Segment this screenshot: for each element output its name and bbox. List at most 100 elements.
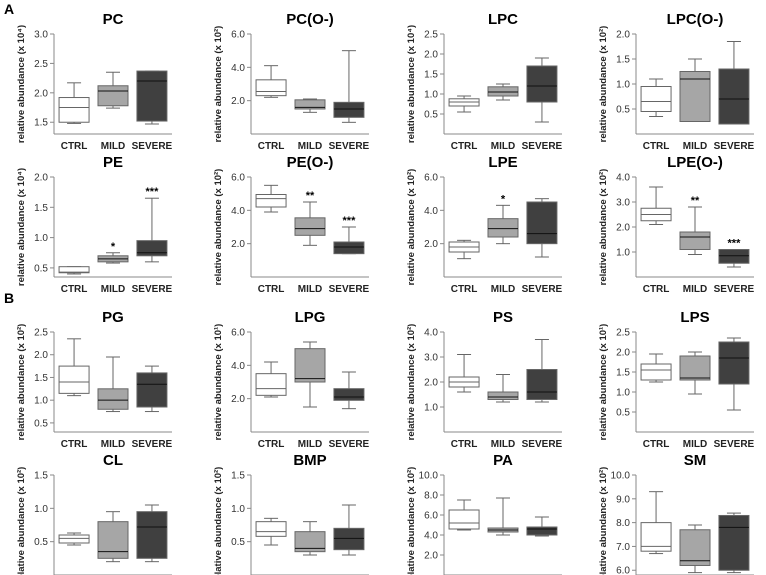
box-ctrl: CTRL bbox=[255, 184, 287, 295]
chart-title: PS bbox=[493, 309, 513, 326]
section-label-a: A bbox=[4, 1, 15, 17]
y-axis-label: relative abundance (x 10¹) bbox=[598, 324, 609, 441]
y-tick-label: 1.0 bbox=[616, 80, 630, 91]
y-tick-label: 1.0 bbox=[231, 504, 245, 515]
y-axis-label: relative abundance (x 10²) bbox=[598, 467, 609, 575]
y-tick-label: 1.0 bbox=[34, 233, 48, 244]
iqr-box bbox=[58, 266, 90, 274]
significance-marker: *** bbox=[728, 238, 742, 250]
y-tick-label: 6.0 bbox=[231, 173, 245, 184]
chart-panel-lpe: LPE 2.0 4.0 6.0 relative abundance (x 10²) CT… bbox=[406, 154, 563, 295]
y-axis-label: relative abundance (x 10²) bbox=[406, 467, 417, 575]
y-tick-label: 6.0 bbox=[424, 173, 438, 184]
chart-panel-pe-o-: PE(O-) 2.0 4.0 6.0 relative abundance (x 10²… bbox=[213, 154, 370, 295]
iqr-box bbox=[487, 391, 519, 400]
iqr-box bbox=[97, 85, 129, 107]
x-tick-label: MILD bbox=[491, 141, 515, 152]
box-mild: MILD bbox=[97, 71, 129, 152]
y-tick-label: 0.5 bbox=[424, 110, 438, 121]
y-tick-label: 4.0 bbox=[424, 531, 438, 542]
box-ctrl: CTRL bbox=[58, 338, 90, 450]
y-tick-label: 4.0 bbox=[231, 361, 245, 372]
chart-title: PE(O-) bbox=[287, 154, 334, 171]
y-tick-label: 4.0 bbox=[231, 206, 245, 217]
y-tick-label: 1.5 bbox=[34, 471, 48, 482]
x-tick-label: MILD bbox=[298, 141, 322, 152]
box-severe: SEVERE bbox=[714, 337, 755, 450]
iqr-box bbox=[333, 388, 365, 401]
y-tick-label: 3.0 bbox=[616, 198, 630, 209]
box-severe: SEVERE bbox=[718, 512, 750, 574]
chart-panel-lpc: LPC 0.5 1.0 1.5 2.0 2.5 relative abundance (x … bbox=[406, 11, 563, 152]
iqr-box bbox=[136, 70, 168, 122]
iqr-box bbox=[136, 240, 168, 257]
y-axis-label: relative abundance (x 10²) bbox=[16, 324, 27, 441]
iqr-box bbox=[640, 363, 672, 381]
y-tick-label: 2.0 bbox=[424, 378, 438, 389]
chart-panel-pg: PG 0.5 1.0 1.5 2.0 2.5 relative abundance (x 1… bbox=[16, 309, 173, 450]
y-tick-label: 4.0 bbox=[424, 328, 438, 339]
y-tick-label: 6.0 bbox=[231, 328, 245, 339]
y-tick-label: 2.0 bbox=[231, 394, 245, 405]
significance-marker: ** bbox=[306, 190, 315, 202]
box-severe: SEVERE bbox=[522, 57, 563, 152]
chart-panel-lps: LPS 0.5 1.0 1.5 2.0 2.5 relative abundance (x … bbox=[598, 309, 755, 450]
y-tick-label: 2.0 bbox=[231, 96, 245, 107]
box-mild: MILD bbox=[487, 497, 519, 536]
y-tick-label: 1.5 bbox=[616, 368, 630, 379]
y-axis-label: relative abundance (x 10²) bbox=[598, 26, 609, 143]
chart-panel-bmp: BMP 0.5 1.0 1.5 relative abundance (x 10²) CT… bbox=[213, 452, 369, 575]
chart-panel-lpc-o-: LPC(O-) 0.5 1.0 1.5 2.0 relative abundance (x… bbox=[598, 11, 755, 152]
y-tick-label: 2.0 bbox=[424, 50, 438, 61]
y-axis-label: relative abundance (x 10²) bbox=[406, 169, 417, 286]
iqr-box bbox=[526, 526, 558, 536]
box-mild: ** MILD bbox=[294, 190, 326, 295]
x-tick-label: CTRL bbox=[643, 439, 670, 450]
chart-title: LPC(O-) bbox=[667, 11, 724, 28]
chart-title: CL bbox=[103, 452, 123, 469]
x-tick-label: CTRL bbox=[643, 284, 670, 295]
box-ctrl: CTRL bbox=[255, 361, 287, 450]
y-tick-label: 2.0 bbox=[616, 30, 630, 41]
y-axis-label: relative abundance (x 10²) bbox=[16, 467, 27, 575]
iqr-box bbox=[255, 79, 287, 97]
chart-title: LPE bbox=[488, 154, 517, 171]
y-axis-label: relative abundance (x 10²) bbox=[213, 26, 224, 143]
box-severe: SEVERE bbox=[333, 504, 365, 556]
y-tick-label: 2.0 bbox=[424, 551, 438, 562]
y-tick-label: 2.0 bbox=[616, 223, 630, 234]
iqr-box bbox=[526, 201, 558, 245]
x-tick-label: SEVERE bbox=[522, 141, 563, 152]
x-tick-label: SEVERE bbox=[329, 141, 370, 152]
y-tick-label: 1.0 bbox=[616, 248, 630, 259]
y-tick-label: 4.0 bbox=[616, 173, 630, 184]
box-ctrl: CTRL bbox=[255, 65, 287, 152]
box-severe: *** SEVERE bbox=[132, 186, 173, 295]
y-tick-label: 1.5 bbox=[34, 203, 48, 214]
box-mild: MILD bbox=[294, 521, 326, 556]
x-tick-label: MILD bbox=[101, 439, 125, 450]
iqr-box bbox=[679, 231, 711, 250]
x-tick-label: SEVERE bbox=[522, 284, 563, 295]
box-ctrl: CTRL bbox=[640, 491, 672, 555]
box-ctrl: CTRL bbox=[448, 499, 480, 531]
iqr-box bbox=[718, 514, 750, 571]
chart-title: PG bbox=[102, 309, 124, 326]
iqr-box bbox=[718, 68, 750, 125]
x-tick-label: MILD bbox=[683, 141, 707, 152]
x-tick-label: CTRL bbox=[258, 141, 285, 152]
x-tick-label: MILD bbox=[683, 439, 707, 450]
chart-title: PC(O-) bbox=[286, 11, 334, 28]
x-tick-label: CTRL bbox=[61, 439, 88, 450]
chart-title: LPS bbox=[680, 309, 709, 326]
iqr-box bbox=[294, 217, 326, 236]
iqr-box bbox=[255, 373, 287, 396]
x-tick-label: MILD bbox=[101, 141, 125, 152]
x-tick-label: CTRL bbox=[258, 284, 285, 295]
box-ctrl: CTRL bbox=[448, 239, 480, 295]
box-mild: MILD bbox=[487, 83, 519, 152]
x-tick-label: MILD bbox=[298, 439, 322, 450]
y-tick-label: 0.5 bbox=[34, 537, 48, 548]
box-severe: SEVERE bbox=[522, 339, 563, 450]
